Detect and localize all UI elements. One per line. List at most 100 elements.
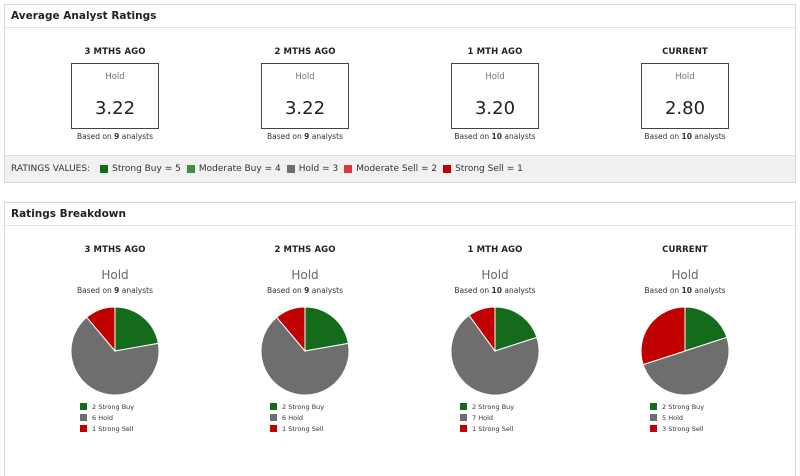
pie-legend: 2 Strong Buy 6 Hold 1 Strong Sell (270, 401, 340, 434)
breakdown-rating-text: Hold (481, 268, 509, 282)
pie-legend: 2 Strong Buy 6 Hold 1 Strong Sell (80, 401, 150, 434)
avg-rating-text: Hold (485, 72, 505, 82)
hold-swatch (80, 414, 87, 421)
avg-column-2-mths-ago: 2 MTHS AGO Hold 3.22 Based on 9 analysts (225, 47, 385, 141)
analyst-count: 10 (491, 286, 502, 295)
avg-period-label: 2 MTHS AGO (274, 47, 336, 57)
breakdown-rating-text: Hold (101, 268, 129, 282)
legend-hold: 5 Hold (650, 412, 720, 423)
breakdown-column-1-mth-ago: 1 MTH AGO Hold Based on 10 analysts 2 St… (415, 245, 575, 434)
avg-column-1-mth-ago: 1 MTH AGO Hold 3.20 Based on 10 analysts (415, 47, 575, 141)
avg-rating-text: Hold (295, 72, 315, 82)
pie-chart (640, 306, 730, 396)
ratings-value-hold: Hold = 3 (286, 164, 338, 174)
analyst-count: 10 (681, 132, 692, 141)
avg-period-label: 3 MTHS AGO (84, 47, 146, 57)
breakdown-column-3-mths-ago: 3 MTHS AGO Hold Based on 9 analysts 2 St… (35, 245, 195, 434)
legend-strong-sell: 1 Strong Sell (270, 423, 340, 434)
avg-rating-score: 3.22 (94, 98, 136, 119)
avg-rating-box: Hold 3.22 (71, 63, 159, 129)
avg-rating-box: Hold 3.20 (451, 63, 539, 129)
hold-swatch (286, 165, 295, 173)
avg-rating-score: 2.80 (664, 98, 706, 119)
analyst-count: 9 (304, 132, 310, 141)
avg-rating-text: Hold (675, 72, 695, 82)
avg-column-3-mths-ago: 3 MTHS AGO Hold 3.22 Based on 9 analysts (35, 47, 195, 141)
legend-strong-buy: 2 Strong Buy (460, 401, 530, 412)
analyst-count: 10 (681, 286, 692, 295)
strong-buy-swatch (270, 403, 277, 410)
pie-slice-hold (642, 336, 730, 396)
pie-slice-strong-buy (684, 306, 728, 352)
breakdown-rating-text: Hold (671, 268, 699, 282)
pie-slice-strong-buy (494, 306, 538, 352)
pie-chart (260, 306, 350, 396)
strong-sell-swatch (650, 425, 657, 432)
average-ratings-panel: Average Analyst Ratings 3 MTHS AGO Hold … (4, 4, 796, 183)
analyst-count: 10 (491, 132, 502, 141)
breakdown-based-on: Based on 9 analysts (267, 286, 343, 295)
strong-sell-swatch (270, 425, 277, 432)
pie-chart (450, 306, 540, 396)
strong-buy-swatch (100, 165, 109, 173)
avg-rating-score: 3.20 (474, 98, 516, 119)
breakdown-based-on: Based on 10 analysts (454, 286, 536, 295)
hold-swatch (270, 414, 277, 421)
breakdown-period-label: CURRENT (662, 245, 708, 255)
ratings-value-strong-sell: Strong Sell = 1 (443, 164, 523, 174)
avg-rating-box: Hold 3.22 (261, 63, 349, 129)
pie-slice-strong-buy (114, 306, 159, 352)
strong-sell-swatch (80, 425, 87, 432)
legend-strong-sell: 3 Strong Sell (650, 423, 720, 434)
legend-strong-sell: 1 Strong Sell (80, 423, 150, 434)
strong-sell-swatch (443, 165, 452, 173)
ratings-value-moderate-buy: Moderate Buy = 4 (186, 164, 281, 174)
avg-based-on: Based on 10 analysts (454, 132, 536, 141)
avg-column-current: CURRENT Hold 2.80 Based on 10 analysts (605, 47, 765, 141)
legend-strong-buy: 2 Strong Buy (270, 401, 340, 412)
avg-based-on: Based on 9 analysts (267, 132, 343, 141)
ratings-values-label: RATINGS VALUES: (11, 164, 91, 174)
pie-slice-hold (450, 314, 540, 396)
avg-rating-score: 3.22 (284, 98, 326, 119)
avg-based-on: Based on 10 analysts (644, 132, 726, 141)
analyst-count: 9 (304, 286, 310, 295)
analyst-count: 9 (114, 286, 120, 295)
avg-rating-box: Hold 2.80 (641, 63, 729, 129)
pie-chart (70, 306, 160, 396)
breakdown-period-label: 1 MTH AGO (467, 245, 523, 255)
breakdown-period-label: 2 MTHS AGO (274, 245, 336, 255)
pie-slice-strong-sell (276, 306, 306, 353)
ratings-breakdown-title: Ratings Breakdown (5, 203, 795, 226)
pie-slice-strong-sell (86, 306, 116, 353)
average-ratings-title: Average Analyst Ratings (5, 5, 795, 28)
ratings-value-strong-buy: Strong Buy = 5 (100, 164, 181, 174)
avg-based-on: Based on 9 analysts (77, 132, 153, 141)
breakdown-period-label: 3 MTHS AGO (84, 245, 146, 255)
pie-slice-hold (70, 316, 160, 396)
hold-swatch (650, 414, 657, 421)
analyst-count: 9 (114, 132, 120, 141)
breakdown-rating-text: Hold (291, 268, 319, 282)
breakdown-column-current: CURRENT Hold Based on 10 analysts 2 Stro… (605, 245, 765, 434)
avg-period-label: 1 MTH AGO (467, 47, 523, 57)
strong-buy-swatch (460, 403, 467, 410)
legend-hold: 7 Hold (460, 412, 530, 423)
pie-slice-strong-sell (640, 306, 686, 366)
strong-sell-swatch (460, 425, 467, 432)
pie-legend: 2 Strong Buy 7 Hold 1 Strong Sell (460, 401, 530, 434)
pie-slice-hold (260, 316, 350, 396)
legend-strong-buy: 2 Strong Buy (80, 401, 150, 412)
pie-legend: 2 Strong Buy 5 Hold 3 Strong Sell (650, 401, 720, 434)
ratings-value-moderate-sell: Moderate Sell = 2 (344, 164, 437, 174)
legend-strong-buy: 2 Strong Buy (650, 401, 720, 412)
pie-slice-strong-sell (468, 306, 496, 353)
legend-strong-sell: 1 Strong Sell (460, 423, 530, 434)
avg-period-label: CURRENT (662, 47, 708, 57)
strong-buy-swatch (650, 403, 657, 410)
legend-hold: 6 Hold (270, 412, 340, 423)
moderate-sell-swatch (344, 165, 353, 173)
ratings-values-bar: RATINGS VALUES: Strong Buy = 5 Moderate … (5, 155, 795, 182)
avg-rating-text: Hold (105, 72, 125, 82)
breakdown-based-on: Based on 9 analysts (77, 286, 153, 295)
